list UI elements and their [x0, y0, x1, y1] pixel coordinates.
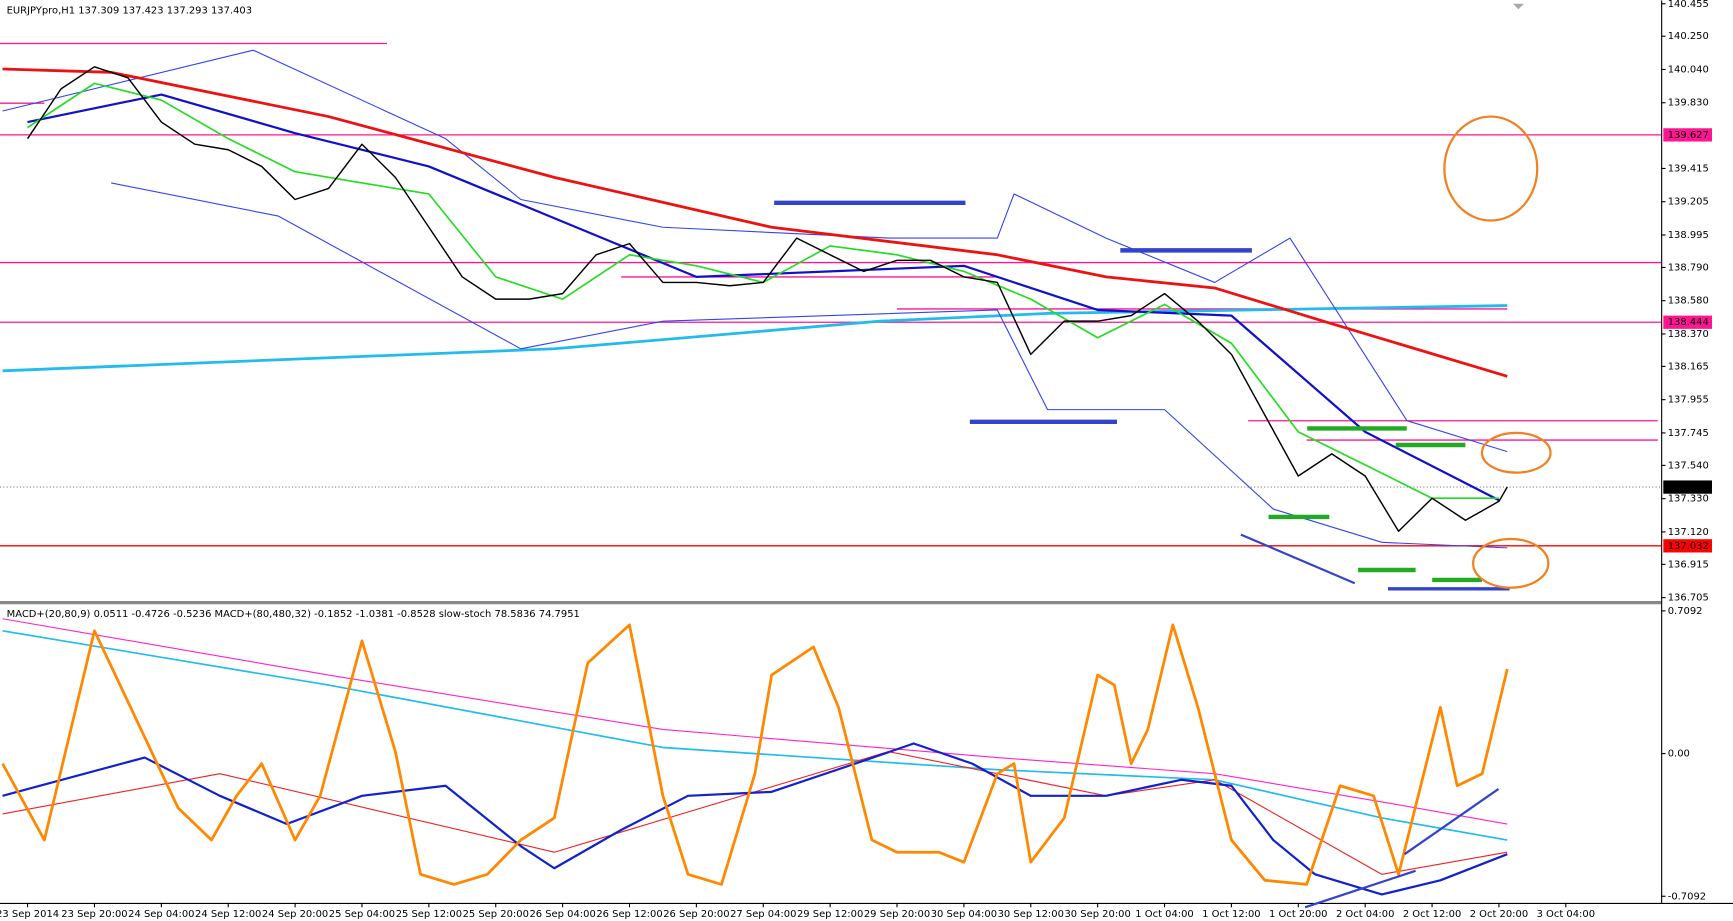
- y-tick-label: 139.830: [1668, 98, 1709, 109]
- x-tick-label: 1 Oct 04:00: [1135, 909, 1193, 920]
- y-tick-label: 139.205: [1668, 197, 1709, 208]
- y-tick-label: 138.165: [1668, 361, 1709, 372]
- x-tick-label: 30 Sep 12:00: [998, 909, 1064, 920]
- x-tick-label: 26 Sep 04:00: [529, 909, 595, 920]
- x-tick-label: 2 Oct 12:00: [1403, 909, 1461, 920]
- x-tick-label: 26 Sep 12:00: [596, 909, 662, 920]
- x-tick-label: 29 Sep 20:00: [864, 909, 930, 920]
- y-tick-label: 138.995: [1668, 230, 1709, 241]
- x-tick-label: 25 Sep 20:00: [463, 909, 529, 920]
- y-tick-label: 136.915: [1668, 559, 1709, 570]
- y-tick-label: 137.540: [1668, 460, 1709, 471]
- pane-title: MACD+(20,80,9) 0.0511 -0.4726 -0.5236 MA…: [7, 609, 580, 620]
- highlight-ellipse: [1480, 431, 1552, 474]
- highlight-ellipse: [1471, 537, 1550, 589]
- x-tick-label: 24 Sep 12:00: [195, 909, 261, 920]
- y-tick-label: 139.415: [1668, 163, 1709, 174]
- y-tick-label: 0.7092: [1668, 606, 1703, 617]
- price-tag-label: 137.403: [1668, 482, 1709, 493]
- price-tag: [1663, 539, 1712, 553]
- series-line: [2, 49, 1508, 453]
- y-tick-label: 137.745: [1668, 428, 1709, 439]
- series-line: [111, 182, 1508, 549]
- x-tick-label: 23 Sep 2014: [0, 909, 59, 920]
- annotations: [774, 115, 1552, 909]
- y-tick-label: 136.705: [1668, 593, 1709, 604]
- y-tick-label: 137.955: [1668, 395, 1709, 406]
- x-tick-label: 2 Oct 04:00: [1336, 909, 1394, 920]
- series-line: [27, 93, 1500, 502]
- x-tick-label: 23 Sep 20:00: [61, 909, 127, 920]
- x-tick-label: 26 Sep 20:00: [663, 909, 729, 920]
- series-line: [1, 623, 1509, 886]
- x-tick-label: 1 Oct 12:00: [1202, 909, 1260, 920]
- y-tick-label: 138.580: [1668, 296, 1709, 307]
- series-line: [2, 304, 1508, 373]
- x-tick-label: 24 Sep 04:00: [128, 909, 194, 920]
- x-tick-label: 1 Oct 20:00: [1269, 909, 1327, 920]
- price-tag-label: 137.032: [1668, 541, 1709, 552]
- price-tag: [1663, 315, 1712, 329]
- trend-line: [1304, 869, 1416, 909]
- x-tick-label: 3 Oct 04:00: [1537, 909, 1595, 920]
- y-tick-label: 140.455: [1668, 0, 1709, 10]
- series-line: [26, 66, 1508, 532]
- y-tick-label: 137.120: [1668, 527, 1709, 538]
- x-tick-label: 30 Sep 20:00: [1064, 909, 1130, 920]
- x-tick-label: 25 Sep 12:00: [396, 909, 462, 920]
- price-tag: [1663, 128, 1712, 142]
- x-tick-label: 2 Oct 20:00: [1470, 909, 1528, 920]
- y-tick-label: 0.00: [1668, 749, 1690, 760]
- x-tick-label: 29 Sep 12:00: [797, 909, 863, 920]
- y-tick-label: 140.040: [1668, 64, 1709, 75]
- scroll-marker: [1512, 3, 1524, 10]
- series-line: [2, 742, 1508, 896]
- y-tick-label: -0.7092: [1668, 891, 1706, 902]
- price-tag-label: 138.444: [1668, 317, 1709, 328]
- highlight-ellipse: [1443, 115, 1539, 222]
- series-line: [2, 618, 1508, 825]
- trend-line: [1403, 788, 1500, 856]
- y-tick-label: 140.250: [1668, 31, 1709, 42]
- x-tick-label: 27 Sep 04:00: [730, 909, 796, 920]
- price-tag-label: 139.627: [1668, 130, 1709, 141]
- x-tick-label: 24 Sep 20:00: [262, 909, 328, 920]
- series-line: [2, 67, 1508, 378]
- plot-area: [0, 42, 1662, 896]
- y-tick-label: 138.790: [1668, 262, 1709, 273]
- trend-line: [1240, 533, 1356, 585]
- y-tick-label: 137.330: [1668, 494, 1709, 505]
- x-tick-label: 25 Sep 04:00: [329, 909, 395, 920]
- y-tick-label: 138.370: [1668, 329, 1709, 340]
- price-tag: [1663, 480, 1712, 494]
- pane-title: EURJPYpro,H1 137.309 137.423 137.293 137…: [7, 5, 252, 16]
- x-tick-label: 30 Sep 04:00: [931, 909, 997, 920]
